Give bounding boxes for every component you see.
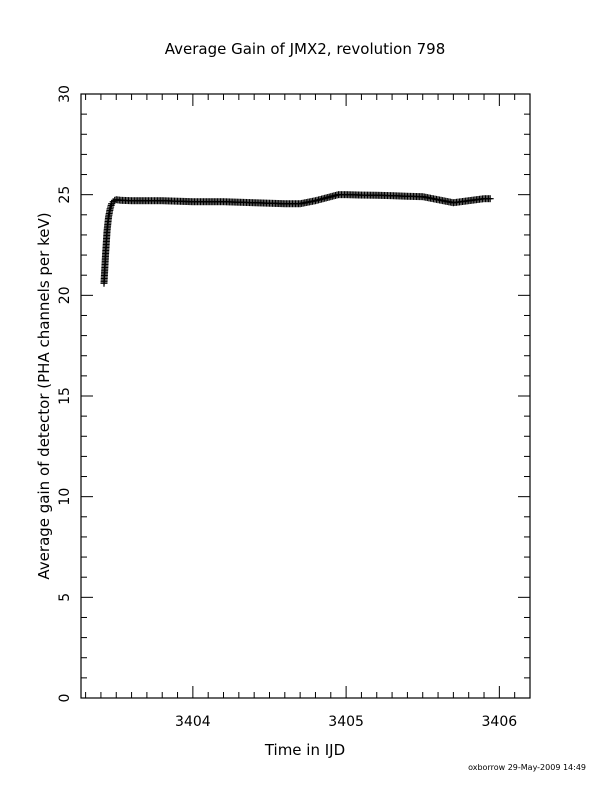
y-tick-label: 15	[57, 387, 73, 405]
y-axis-label: Average gain of detector (PHA channels p…	[35, 212, 53, 579]
chart-title: Average Gain of JMX2, revolution 798	[165, 40, 446, 58]
y-tick-label: 5	[57, 593, 73, 602]
x-tick-label: 3404	[175, 714, 211, 730]
y-tick-label: 30	[57, 85, 73, 103]
data-series	[100, 191, 494, 287]
x-axis-ticks	[85, 94, 531, 698]
y-tick-label: 25	[57, 186, 73, 204]
data-point	[486, 195, 494, 203]
y-tick-label: 20	[57, 286, 73, 304]
y-axis-tick-labels: 0 5 10 15 20 25 30	[57, 85, 73, 702]
x-tick-label: 3405	[328, 714, 364, 730]
plot-frame	[80, 93, 531, 699]
footer-credit: oxborrow 29-May-2009 14:49	[468, 763, 586, 772]
x-tick-label: 3406	[482, 714, 518, 730]
y-tick-label: 10	[57, 488, 73, 506]
x-axis-label: Time in IJD	[264, 741, 345, 759]
y-axis-ticks	[81, 93, 530, 699]
y-tick-label: 0	[57, 694, 73, 703]
x-axis-tick-labels: 3404 3405 3406	[175, 714, 517, 730]
